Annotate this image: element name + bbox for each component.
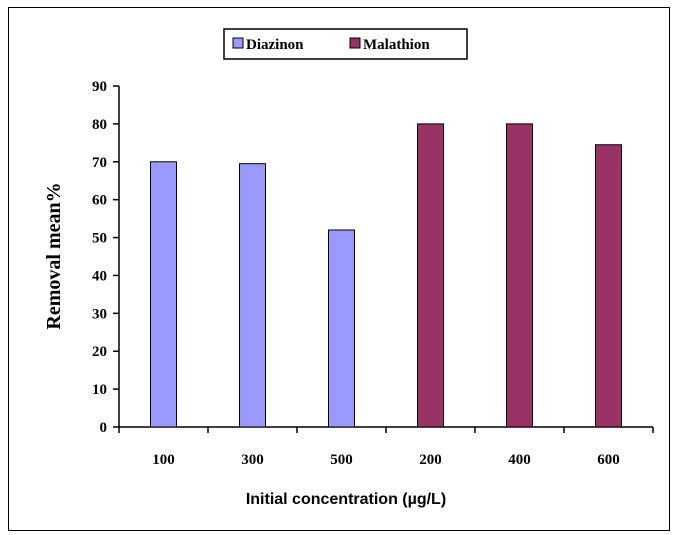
y-tick-label: 20 xyxy=(92,344,107,360)
legend-swatch-malathion xyxy=(349,37,361,49)
legend: Diazinon Malathion xyxy=(223,28,468,60)
y-tick-label: 60 xyxy=(92,193,107,209)
y-tick-label: 90 xyxy=(92,79,107,95)
y-tick-label: 80 xyxy=(92,117,107,133)
x-axis-label: Initial concentration (µg/L) xyxy=(246,491,446,508)
y-tick-label: 10 xyxy=(92,382,107,398)
bar-diazinon-300 xyxy=(239,163,266,428)
bar-malathion-200 xyxy=(417,123,444,428)
y-tick-label: 50 xyxy=(92,231,107,247)
x-tick-label: 400 xyxy=(508,452,531,468)
x-tick-label: 200 xyxy=(419,452,442,468)
legend-label-diazinon: Diazinon xyxy=(246,37,304,53)
x-tick-label: 300 xyxy=(241,452,264,468)
x-tick-label: 600 xyxy=(597,452,620,468)
y-axis-label: Removal mean% xyxy=(43,182,65,329)
bars xyxy=(150,123,622,428)
bar-diazinon-500 xyxy=(328,229,355,428)
y-tick-label: 70 xyxy=(92,155,107,171)
bar-diazinon-100 xyxy=(150,161,177,428)
x-tick-label: 100 xyxy=(152,452,175,468)
legend-label-malathion: Malathion xyxy=(363,37,430,53)
legend-swatch-diazinon xyxy=(232,37,244,49)
bar-malathion-400 xyxy=(506,123,533,428)
y-tick-label: 30 xyxy=(92,306,107,322)
legend-box xyxy=(223,28,468,60)
y-tick-label: 40 xyxy=(92,268,107,284)
bar-malathion-600 xyxy=(595,144,622,428)
y-tick-label: 0 xyxy=(100,420,108,436)
x-axis-ticks: 100 300 500 200 400 600 xyxy=(118,427,654,468)
x-tick-label: 500 xyxy=(330,452,353,468)
y-axis-ticks: 0 10 20 30 40 50 60 70 80 90 xyxy=(92,79,119,436)
